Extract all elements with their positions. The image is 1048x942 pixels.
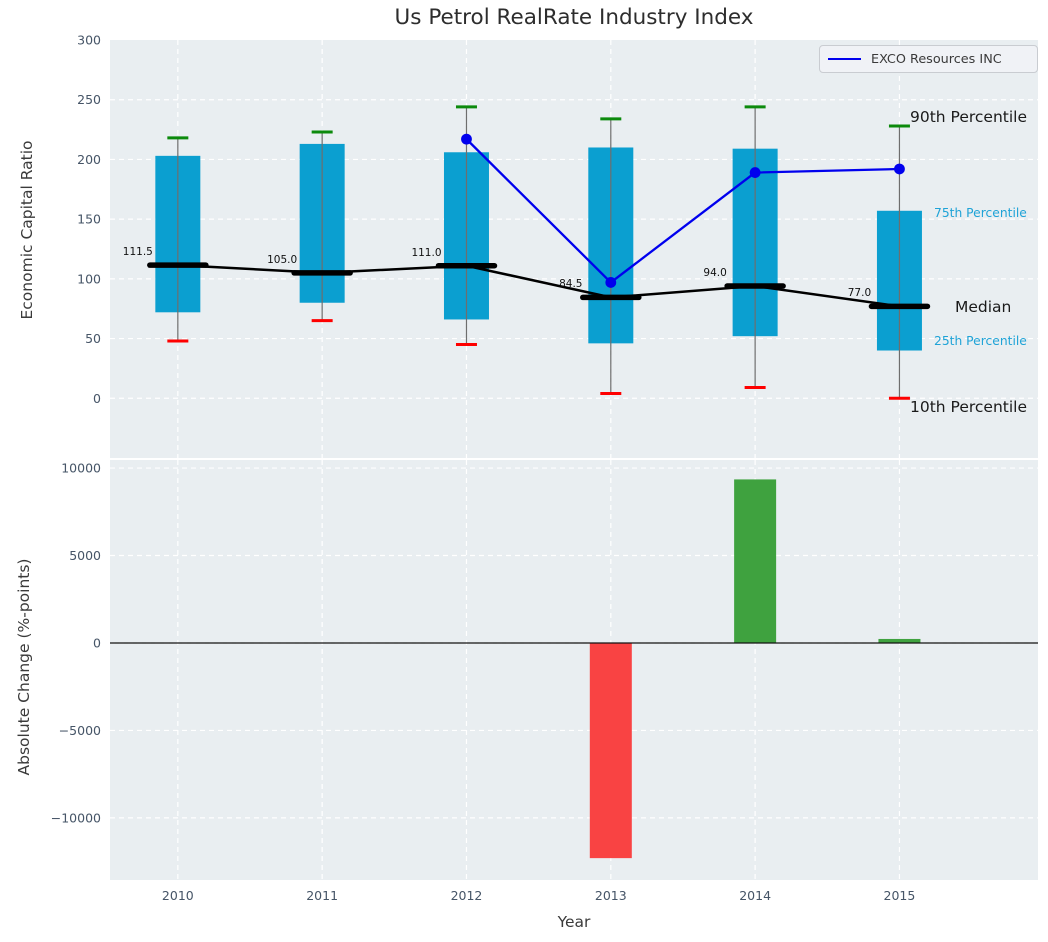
legend-line-icon bbox=[828, 58, 861, 60]
bottom-y-axis-label: Absolute Change (%-points) bbox=[15, 558, 33, 776]
exco-point-2013 bbox=[605, 277, 617, 288]
median-value-label-2014: 94.0 bbox=[703, 267, 727, 280]
exco-line bbox=[465, 138, 900, 284]
exco-point-2015 bbox=[894, 163, 905, 175]
x-tick-label: 2011 bbox=[306, 888, 338, 903]
y-tick-label: 0 bbox=[93, 635, 101, 650]
annotation-25th-percentile: 25th Percentile bbox=[934, 334, 1027, 348]
y-tick-label: 150 bbox=[77, 212, 101, 227]
x-tick-label: 2010 bbox=[162, 888, 194, 903]
median-value-label-2011: 105.0 bbox=[267, 253, 298, 266]
annotation-10th-percentile: 10th Percentile bbox=[910, 398, 1028, 416]
exco-point-2012 bbox=[461, 133, 472, 145]
chart-title: Us Petrol RealRate Industry Index bbox=[394, 5, 754, 30]
bar-2014 bbox=[734, 479, 777, 643]
y-tick-label: 300 bbox=[77, 33, 101, 48]
y-tick-label: 5000 bbox=[69, 548, 101, 563]
median-value-label-2010: 111.5 bbox=[122, 246, 153, 259]
x-tick-label: 2015 bbox=[884, 888, 916, 903]
median-value-label-2013: 84.5 bbox=[559, 278, 583, 291]
bar-2015 bbox=[878, 638, 921, 643]
median-value-label-2015: 77.0 bbox=[847, 287, 872, 300]
top-y-axis-label: Economic Capital Ratio bbox=[18, 140, 36, 320]
y-tick-label: 50 bbox=[85, 331, 101, 346]
y-tick-label: 100 bbox=[77, 271, 101, 286]
y-tick-label: 250 bbox=[77, 92, 101, 107]
y-tick-label: 200 bbox=[77, 152, 101, 167]
y-tick-label: −5000 bbox=[59, 723, 101, 738]
legend: EXCO Resources INC bbox=[819, 45, 1038, 73]
y-tick-label: −10000 bbox=[51, 810, 101, 825]
median-value-label-2012: 111.0 bbox=[411, 246, 442, 259]
y-tick-label: 0 bbox=[93, 391, 101, 406]
annotation-median: Median bbox=[955, 298, 1012, 316]
exco-point-2014 bbox=[749, 167, 761, 178]
x-tick-label: 2013 bbox=[595, 888, 627, 903]
x-axis-label: Year bbox=[557, 913, 591, 931]
median-trend-line bbox=[177, 263, 900, 308]
x-tick-label: 2014 bbox=[739, 888, 771, 903]
bar-2013 bbox=[589, 642, 632, 859]
legend-label: EXCO Resources INC bbox=[871, 51, 1002, 67]
x-tick-label: 2012 bbox=[451, 888, 483, 903]
y-tick-label: 10000 bbox=[61, 461, 101, 476]
annotation-90th-percentile: 90th Percentile bbox=[910, 108, 1028, 126]
annotation-75th-percentile: 75th Percentile bbox=[934, 206, 1027, 220]
bottom-axes-panel bbox=[110, 460, 1038, 880]
